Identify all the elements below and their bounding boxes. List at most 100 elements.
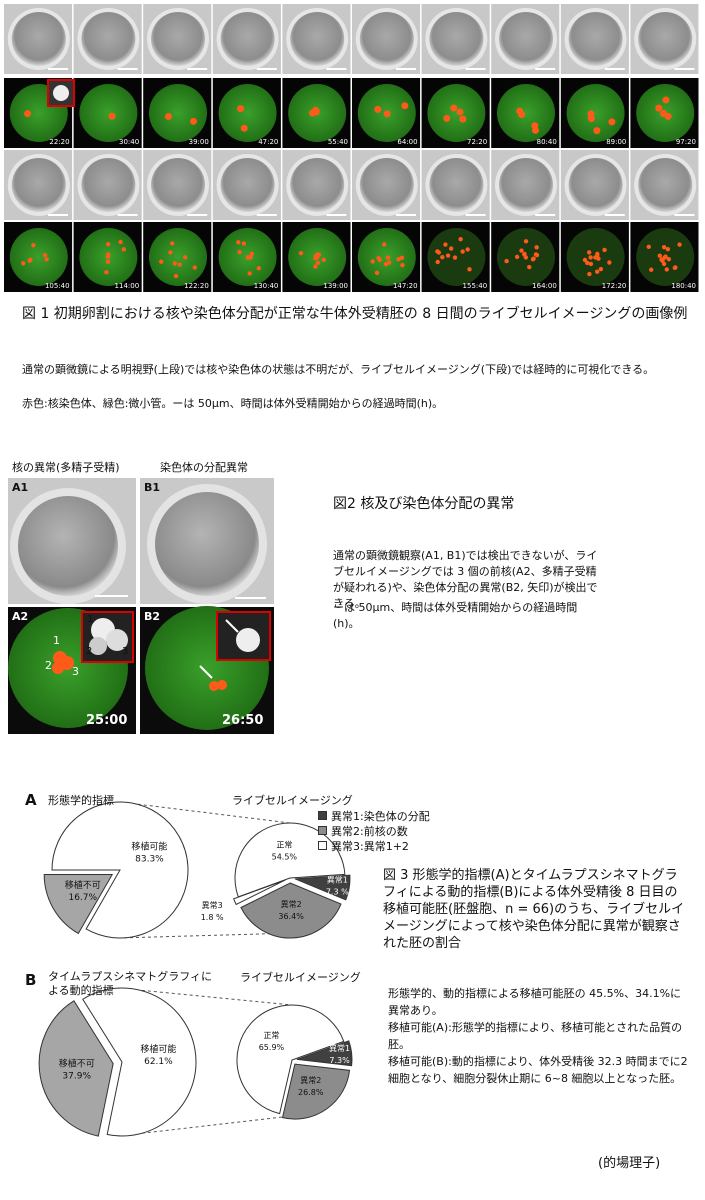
chromatin [588,255,593,260]
chromatin [118,239,123,245]
time-label: 55:40 [328,138,348,146]
chromatin [504,258,509,264]
chromatin [467,267,472,272]
slice-value: 37.9% [62,1072,91,1082]
marker: 2 [45,659,52,672]
panel-label: B1 [144,481,161,494]
slice-label: 正常 [263,1031,279,1040]
chromatin [661,261,667,267]
panel-title: 形態学的指標 [48,794,114,807]
chromatin [460,249,465,254]
chromatin [672,265,678,271]
marker: 1 [87,614,94,625]
chromatin [256,266,262,271]
chromatin [237,249,242,255]
slice-value: 62.1% [144,1057,173,1067]
embryo [149,228,207,286]
time-label: 114:00 [115,282,140,290]
chromatin [159,259,164,264]
embryo [81,158,136,212]
chromatin [182,255,188,260]
time-label: 155:40 [463,282,488,290]
embryo [290,158,345,212]
time-label: 39:00 [189,138,209,146]
chromatin [237,105,245,113]
pie-slice [281,1063,351,1120]
arrow [225,619,239,633]
inset-nucleus [53,85,69,101]
embryo [568,12,623,66]
slice-label: 異常2 [300,1076,321,1085]
chromatin [516,107,524,115]
panel-label: B [25,971,37,989]
pie-slice [82,987,197,1137]
chromatin [663,254,668,259]
embryo [11,12,66,66]
chromatin [24,110,32,118]
legend-item: 異常3:異常1+2 [318,839,409,855]
chromatin [386,260,392,265]
figure1-note: 赤色:核染色体、緑色:微小管。ーは 50μm、時間は体外受精開始からの経過時間(… [22,397,444,410]
time-label: 147:20 [393,282,418,290]
panel-label: B2 [144,610,161,623]
chromatin [458,237,463,242]
embryo [499,12,553,66]
chromatin [435,249,440,254]
figure1-note: 通常の顕微鏡による明視野(上段)では核や染色体の状態は不明だが、ライブセルイメー… [22,363,655,376]
pie-slice [51,801,189,939]
chromatin [105,254,111,260]
marker: 3 [122,646,129,657]
chromatin [440,255,445,260]
legend-swatch [318,811,327,820]
chromatin [649,267,654,272]
figure1-caption: 図 1 初期卵割における核や染色体分配が正常な牛体外受精胚の 8 日間のライブセ… [22,306,688,322]
chromatin [608,118,616,126]
chromatin [121,247,127,252]
time-label: 97:20 [676,138,696,146]
chromatin [240,124,248,132]
chromatin [374,105,382,113]
figure1-images: 22:20 30:40 39:00 47:20 55:40 64:00 72:20 80:40… [4,4,699,292]
pie-charts: 移植可能 83.3% 移植不可 16.7% 正常 54.5% 異常1 7.3 % 異常2 36.4… [38,801,353,1137]
chromatin [607,260,612,265]
chromatin [523,239,529,244]
legend-swatch [318,826,327,835]
figure3-note: 移植可能(B):動的指標により、体外受精後 32.3 時間までに2細胞となり、細… [388,1055,688,1086]
chromatin [396,257,401,262]
time-label: 26:50 [222,713,264,728]
embryo [566,84,625,142]
time-label: 89:00 [606,138,626,146]
chromatin [456,108,464,116]
chromatin [523,255,529,260]
embryo [497,84,555,142]
chromatin [664,267,669,272]
chromatin [241,241,247,246]
inset-nucleus [89,637,107,655]
chromatin [321,257,326,262]
embryo [359,12,414,66]
figure2-images [8,478,274,734]
slice-value: 54.5% [272,853,298,862]
legend-label: 異常3:異常1+2 [331,840,409,853]
chromatin [401,102,409,110]
marker: 2 [86,646,93,657]
chromatin [236,240,241,245]
legend-item: 異常1:染色体の分配 [318,809,430,825]
time-label: 72:20 [467,138,487,146]
chromatin [383,110,391,118]
legend-item: 異常2:前核の数 [318,824,408,840]
marker: 3 [72,665,79,678]
chromatin [21,261,26,266]
connector [119,801,291,824]
connector [117,1114,301,1137]
time-label: 180:40 [671,282,696,290]
legend-label: 異常1:染色体の分配 [331,810,430,823]
chromatin [31,243,36,248]
chromatin [527,264,532,270]
chromatin [108,112,116,120]
slice-value: 36.4% [278,912,304,921]
chromatin [399,255,405,261]
time-label: 105:40 [45,282,70,290]
slice-value: 65.9% [259,1043,285,1052]
chromatin [531,256,536,261]
